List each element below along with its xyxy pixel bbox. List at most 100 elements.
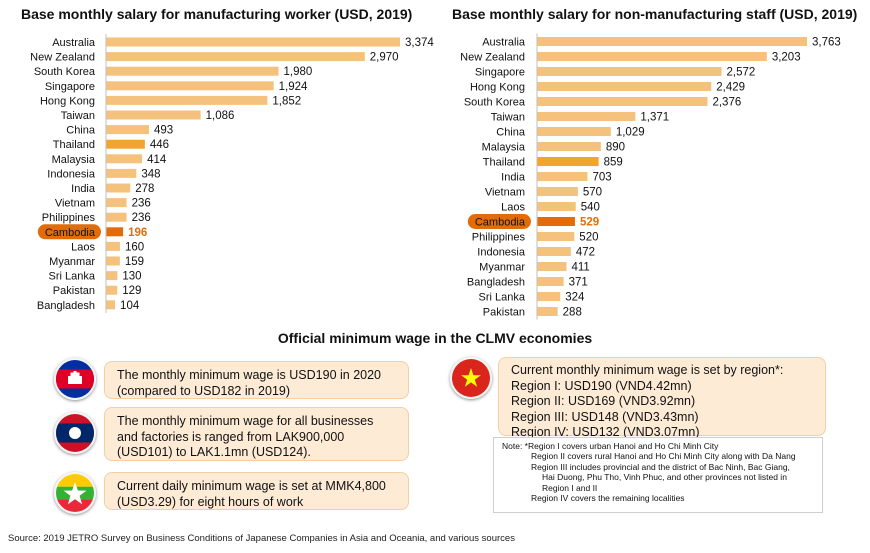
laos-wage-line: The monthly minimum wage for all busines…	[117, 414, 374, 428]
value-label: 1,371	[640, 112, 669, 124]
value-label: 411	[571, 262, 589, 274]
cambodia-wage-line: The monthly minimum wage is USD190 in 20…	[117, 368, 382, 382]
bar	[106, 256, 120, 266]
value-label: 2,572	[727, 67, 756, 79]
category-label: Myanmar	[49, 256, 95, 268]
category-label: Hong Kong	[470, 82, 525, 94]
value-label: 570	[583, 187, 602, 199]
myanmar-wage-box: Current daily minimum wage is set at MMK…	[104, 472, 409, 510]
value-label: 2,970	[370, 52, 399, 64]
bar	[106, 212, 127, 222]
bar-chart-manufacturing: Australia 3,374 New Zealand 2,970 South Kore…	[30, 34, 434, 313]
category-label: South Korea	[464, 97, 526, 109]
value-label: 159	[125, 256, 144, 268]
category-label: Bangladesh	[37, 300, 95, 312]
note-box: Note: *Region I covers urban Hanoi and H…	[493, 437, 823, 513]
value-label: 278	[135, 183, 154, 195]
note-line: Note: *Region I covers urban Hanoi and H…	[502, 441, 719, 451]
category-label: Australia	[52, 37, 96, 49]
vietnam-flag-icon	[450, 357, 492, 399]
bar	[537, 97, 708, 106]
vietnam-wage-line: Region I: USD190 (VND4.42mn)	[511, 378, 692, 393]
vietnam-wage-line: Region III: USD148 (VND3.43mn)	[511, 409, 699, 424]
category-highlight-pill	[37, 224, 101, 240]
value-label: 446	[150, 139, 169, 151]
bar	[106, 95, 268, 105]
category-label: Sri Lanka	[49, 271, 96, 283]
bar	[537, 142, 601, 151]
bar	[106, 198, 127, 208]
bar	[537, 292, 561, 301]
category-label: Vietnam	[485, 187, 525, 199]
laos-wage-line: and factories is ranged from LAK900,000	[117, 429, 345, 444]
value-label: 196	[128, 227, 147, 239]
category-label: Malaysia	[52, 154, 96, 166]
bar	[537, 67, 722, 76]
bar	[537, 217, 575, 226]
category-label: Australia	[482, 37, 526, 49]
category-label: Indonesia	[477, 247, 526, 259]
bar	[106, 285, 118, 295]
bar	[106, 300, 116, 310]
value-label: 160	[125, 241, 144, 253]
cambodia-flag-icon	[54, 358, 96, 400]
category-label: Laos	[501, 202, 525, 214]
note-line: Region I and II	[542, 482, 598, 493]
category-label: Indonesia	[47, 168, 96, 180]
bar	[106, 37, 400, 47]
category-label: India	[501, 172, 526, 184]
bar	[106, 241, 120, 251]
value-label: 703	[592, 172, 611, 184]
category-label: New Zealand	[30, 52, 95, 64]
bar	[537, 262, 567, 271]
category-label: China	[496, 127, 526, 139]
note-line: Region III includes provincial and the d…	[531, 461, 790, 472]
category-label: Laos	[71, 241, 95, 253]
bar	[537, 82, 712, 91]
value-label: 520	[579, 232, 598, 244]
value-label: 104	[120, 300, 140, 312]
category-label: Thailand	[53, 139, 95, 151]
bar	[537, 52, 767, 61]
value-label: 1,852	[272, 95, 301, 107]
value-label: 1,924	[279, 81, 308, 93]
category-highlight-pill	[467, 214, 531, 229]
bar	[106, 227, 124, 237]
value-label: 129	[122, 285, 141, 297]
value-label: 1,029	[616, 127, 645, 139]
chart-title-manufacturing: Base monthly salary for manufacturing wo…	[21, 6, 413, 22]
myanmar-wage-line: Current daily minimum wage is set at MMK…	[117, 479, 386, 493]
category-label: Cambodia	[475, 217, 526, 229]
category-label: India	[71, 183, 96, 195]
bar	[106, 154, 143, 164]
category-label: Malaysia	[482, 142, 526, 154]
category-label: Hong Kong	[40, 95, 95, 107]
bar-chart-non-manufacturing: Australia 3,763 New Zealand 3,203 Singapore 2…	[460, 33, 841, 320]
category-label: Pakistan	[483, 307, 525, 319]
category-label: China	[66, 125, 96, 137]
category-label: Taiwan	[491, 112, 525, 124]
bar	[537, 37, 807, 46]
bar	[106, 183, 131, 193]
bar	[106, 52, 365, 62]
category-label: Pakistan	[53, 285, 95, 297]
bar	[106, 168, 137, 178]
cambodia-wage-line: (compared to USD182 in 2019)	[117, 383, 291, 398]
laos-flag-icon	[54, 412, 96, 454]
value-label: 3,763	[812, 37, 841, 49]
category-label: Taiwan	[61, 110, 95, 122]
category-label: New Zealand	[460, 52, 525, 64]
category-label: Cambodia	[45, 227, 96, 239]
laos-wage-box: The monthly minimum wage for all busines…	[104, 407, 409, 461]
vietnam-wage-box: Current monthly minimum wage is set by r…	[498, 357, 826, 439]
value-label: 288	[563, 307, 582, 319]
value-label: 236	[132, 198, 151, 210]
category-label: Myanmar	[479, 262, 525, 274]
myanmar-wage-line: (USD3.29) for eight hours of work	[117, 494, 304, 509]
value-label: 890	[606, 142, 625, 154]
category-label: Singapore	[45, 81, 95, 93]
bar	[537, 127, 611, 136]
value-label: 1,086	[206, 110, 235, 122]
bar	[106, 271, 118, 281]
chart-title-non-manufacturing: Base monthly salary for non-manufacturin…	[452, 6, 858, 22]
